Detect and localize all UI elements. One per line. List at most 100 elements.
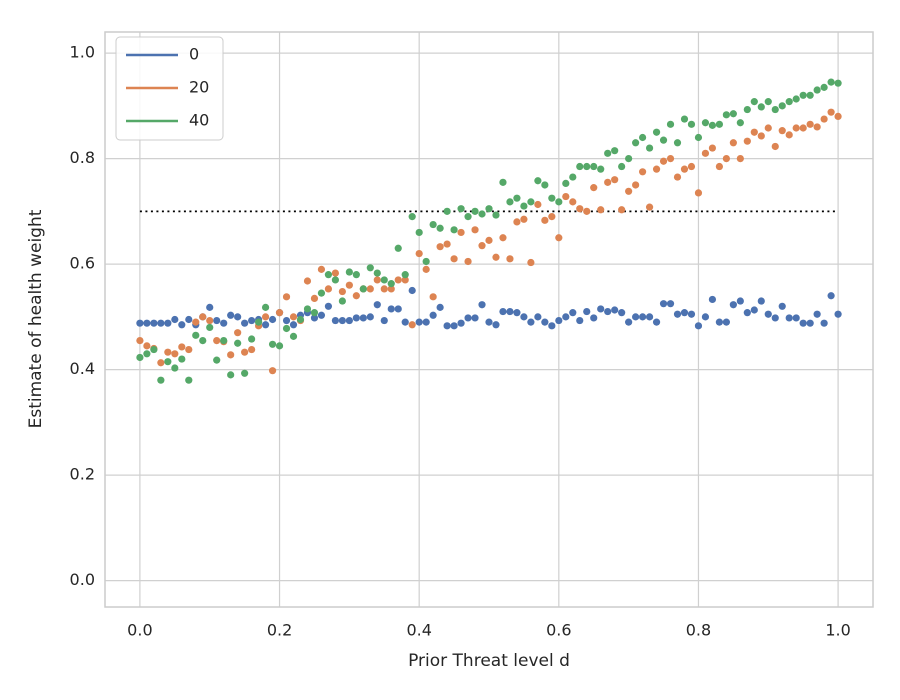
point: [506, 198, 514, 206]
point: [471, 226, 479, 234]
point: [289, 321, 298, 329]
point: [310, 309, 319, 317]
point: [296, 315, 305, 324]
point: [757, 103, 765, 111]
point: [373, 301, 381, 309]
point: [625, 187, 633, 195]
point: [576, 316, 584, 325]
point: [275, 342, 284, 350]
point: [282, 293, 291, 301]
point: [652, 165, 661, 173]
point: [834, 310, 842, 318]
legend-label: 0: [189, 45, 199, 64]
point: [178, 321, 186, 329]
point: [562, 313, 570, 321]
point: [192, 331, 200, 339]
point: [639, 313, 647, 321]
x-tick-label: 0.8: [686, 621, 711, 640]
point: [611, 147, 619, 155]
point: [359, 285, 367, 293]
point: [157, 376, 165, 384]
point: [171, 364, 179, 372]
point: [366, 313, 374, 321]
point: [471, 207, 479, 215]
point: [436, 224, 444, 232]
point: [673, 173, 682, 181]
point: [143, 319, 151, 327]
point: [618, 206, 626, 214]
point: [806, 319, 814, 327]
point: [450, 322, 458, 330]
point: [785, 98, 793, 106]
point: [380, 316, 388, 325]
point: [206, 316, 214, 325]
point: [429, 220, 437, 229]
point: [464, 314, 472, 322]
point: [150, 319, 158, 327]
point: [743, 309, 751, 317]
point: [408, 213, 416, 221]
point: [548, 213, 556, 221]
point: [157, 319, 165, 327]
point: [366, 285, 374, 293]
point: [324, 302, 333, 310]
point: [827, 108, 835, 116]
point: [520, 215, 528, 223]
point: [590, 184, 598, 192]
point: [268, 367, 277, 375]
point: [387, 285, 395, 293]
point: [834, 79, 842, 87]
point: [234, 339, 242, 347]
point: [255, 318, 263, 326]
point: [534, 177, 542, 185]
point: [750, 98, 758, 106]
point: [408, 286, 416, 295]
point: [771, 314, 779, 322]
x-axis-label: Prior Threat level d: [408, 651, 570, 671]
point: [422, 265, 430, 273]
point: [338, 287, 346, 296]
legend-label: 20: [189, 78, 209, 97]
point: [583, 207, 591, 215]
point: [331, 269, 339, 277]
point: [604, 307, 612, 316]
point: [750, 128, 758, 136]
x-tick-label: 0.4: [406, 621, 431, 640]
point: [799, 124, 807, 132]
point: [485, 236, 493, 244]
point: [632, 313, 640, 321]
point: [701, 149, 710, 157]
point: [352, 314, 360, 322]
point: [659, 300, 668, 308]
point: [443, 207, 451, 215]
point: [785, 131, 793, 139]
point: [401, 271, 409, 279]
point: [520, 202, 528, 210]
point: [499, 307, 507, 316]
point: [317, 289, 326, 297]
point: [604, 149, 612, 157]
point: [764, 310, 772, 318]
point: [499, 178, 507, 186]
point: [778, 302, 786, 310]
point: [143, 342, 151, 350]
legend-label: 40: [189, 111, 209, 130]
point: [694, 189, 703, 197]
point: [408, 321, 416, 329]
point: [464, 257, 472, 266]
point: [436, 243, 444, 251]
point: [471, 314, 479, 322]
point: [813, 123, 821, 131]
point: [136, 319, 144, 327]
point: [722, 111, 730, 119]
point: [324, 285, 333, 293]
point: [645, 203, 654, 211]
point: [164, 319, 172, 327]
point: [206, 323, 214, 332]
point: [729, 301, 737, 309]
point: [722, 318, 730, 326]
point: [827, 78, 835, 86]
point: [248, 316, 256, 325]
point: [618, 309, 626, 317]
point: [345, 268, 353, 276]
